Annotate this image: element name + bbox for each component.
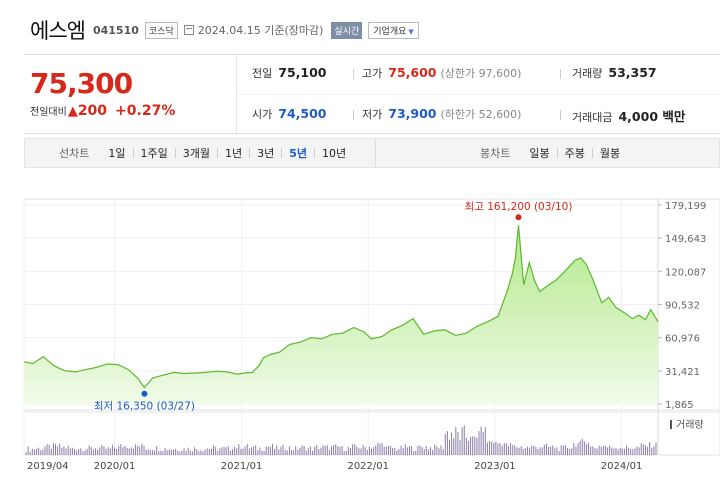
- line-chart-periods: 선차트 1일 1주일 3개월 1년 3년 5년 10년: [59, 139, 353, 167]
- y-tick-label: 1,865: [665, 400, 694, 411]
- chevron-down-icon: ▼: [408, 27, 414, 36]
- column-divider: [353, 110, 354, 120]
- toolbar-separator: [132, 148, 134, 158]
- price-area: [24, 225, 658, 404]
- x-tick-label: 2022/01: [347, 461, 389, 472]
- y-tick-label: 149,643: [665, 234, 706, 245]
- base-date: 2024.04.15 기준(장마감): [197, 24, 324, 37]
- volume-value: 53,357: [608, 65, 657, 80]
- candle-chart-label: 봉차트: [480, 147, 511, 160]
- toolbar-separator: [249, 148, 251, 158]
- chart-toolbar: 선차트 1일 1주일 3개월 1년 3년 5년 10년 봉차트 일봉 주봉 월봉: [24, 138, 720, 168]
- candle-button-0[interactable]: 일봉: [529, 147, 550, 160]
- stock-name: 에스엠: [30, 19, 86, 43]
- column-divider: [353, 69, 354, 79]
- line-chart-label: 선차트: [59, 147, 90, 160]
- low-price: 저가 73,900 (하한가 52,600): [362, 106, 521, 126]
- price-chart: 179,199 149,643 120,087 90,532 60,976 31,421 1…: [23, 198, 720, 472]
- open-value: 74,500: [278, 106, 327, 121]
- y-tick-label: 31,421: [665, 367, 700, 378]
- volume-label: 거래량: [676, 419, 704, 431]
- candle-button-2[interactable]: 월봉: [599, 147, 621, 160]
- change-row: 전일대비 ▲ 200 +0.27%: [30, 103, 175, 119]
- change-label: 전일대비: [30, 107, 67, 118]
- change-percent: +0.27%: [115, 103, 176, 119]
- toolbar-divider: [375, 139, 376, 167]
- change-amount: 200: [77, 103, 108, 119]
- period-button-5[interactable]: 5년: [289, 147, 308, 160]
- price-box: 75,300 전일대비 ▲ 200 +0.27%: [24, 55, 237, 134]
- period-button-1[interactable]: 1주일: [140, 147, 168, 160]
- period-button-0[interactable]: 1일: [108, 147, 126, 160]
- high-price: 고가 75,600 (상한가 97,600): [362, 65, 521, 85]
- y-tick-label: 90,532: [665, 301, 700, 312]
- prev-close-label: 전일: [252, 67, 273, 80]
- amount-label: 거래대금: [572, 111, 613, 124]
- candle-button-1[interactable]: 주봉: [564, 147, 585, 160]
- row-divider: [238, 94, 720, 95]
- high-label: 고가: [362, 67, 383, 80]
- realtime-button[interactable]: 실시간: [331, 21, 363, 39]
- low-label: 저가: [362, 108, 383, 121]
- low-value: 73,900: [388, 106, 437, 121]
- prev-close: 전일 75,100: [252, 65, 327, 85]
- max-price-label: 최고 161,200 (03/10): [465, 201, 573, 213]
- x-tick-label: 2021/01: [221, 461, 263, 472]
- company-info-label: 기업개요: [373, 26, 407, 37]
- lower-limit: (하한가 52,600): [440, 108, 522, 121]
- period-button-2[interactable]: 3개월: [182, 147, 210, 160]
- column-divider: [560, 69, 561, 79]
- trade-amount: 거래대금 4,000 백만: [572, 106, 685, 126]
- volume-legend-icon: [670, 420, 672, 429]
- current-price: 75,300: [30, 67, 133, 100]
- min-price-label: 최저 16,350 (03/27): [94, 401, 195, 413]
- upper-limit: (상한가 97,600): [440, 67, 522, 80]
- y-tick-label: 60,976: [665, 334, 700, 345]
- toolbar-separator: [314, 148, 316, 158]
- toolbar-separator: [591, 148, 593, 158]
- open-label: 시가: [252, 108, 273, 121]
- quote-panel: 75,300 전일대비 ▲ 200 +0.27% 전일 75,100 고가 75…: [24, 54, 720, 134]
- x-tick-label: 2020/01: [94, 461, 136, 472]
- toolbar-separator: [556, 148, 558, 158]
- toolbar-separator: [281, 148, 283, 158]
- x-tick-label: 2023/01: [474, 461, 516, 472]
- stock-code: 041510: [92, 23, 139, 37]
- max-point-marker: [515, 214, 522, 221]
- amount-value: 4,000 백만: [618, 109, 686, 124]
- calendar-icon: [183, 25, 194, 35]
- stock-header: 에스엠 041510 코스닥 2024.04.15 기준(장마감) 실시간 기업…: [30, 14, 419, 46]
- toolbar-separator: [174, 148, 176, 158]
- price-line: [23, 225, 659, 389]
- up-triangle-icon: ▲: [67, 104, 78, 119]
- volume: 거래량 53,357: [572, 65, 657, 85]
- min-point-marker: [141, 390, 148, 397]
- open-price: 시가 74,500: [252, 106, 327, 126]
- company-info-button[interactable]: 기업개요 ▼: [368, 21, 419, 39]
- period-button-4[interactable]: 3년: [257, 147, 275, 160]
- x-tick-label: 2019/04: [27, 461, 69, 472]
- toolbar-separator: [217, 148, 218, 158]
- prev-close-value: 75,100: [278, 65, 327, 80]
- x-tick-label: 2024/01: [601, 461, 643, 472]
- column-divider: [560, 110, 561, 120]
- y-tick-label: 120,087: [665, 267, 706, 278]
- period-button-6[interactable]: 10년: [322, 147, 347, 160]
- volume-label: 거래량: [572, 67, 603, 80]
- high-value: 75,600: [388, 65, 437, 80]
- market-badge: 코스닥: [144, 21, 178, 39]
- period-button-3[interactable]: 1년: [225, 147, 243, 160]
- candle-chart-periods: 봉차트 일봉 주봉 월봉: [480, 139, 627, 167]
- y-tick-label: 179,199: [665, 201, 706, 212]
